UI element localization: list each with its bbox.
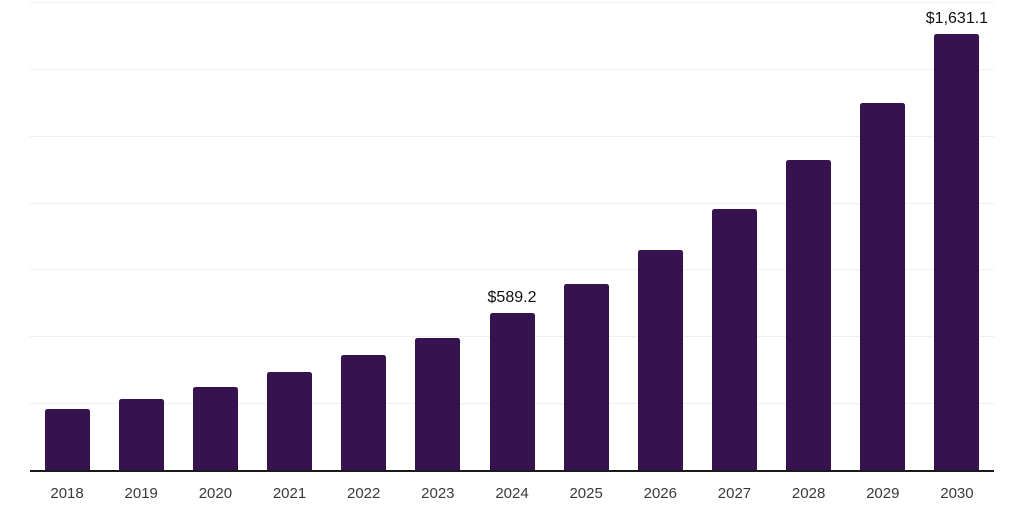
data-label-2030: $1,631.1	[925, 10, 989, 28]
tick-label-2019: 2019	[124, 485, 158, 502]
data-label-2024: $589.2	[487, 288, 537, 306]
bar-2028	[786, 160, 832, 471]
x-axis-line	[30, 469, 994, 472]
tick-label-2025: 2025	[569, 485, 603, 502]
bar-2019	[118, 398, 164, 471]
gridline-1500	[30, 68, 994, 70]
bar-2018	[44, 408, 90, 471]
tick-label-2018: 2018	[50, 485, 84, 502]
bar-2022	[341, 354, 387, 471]
bar-2023	[415, 337, 461, 471]
gridline-1750	[30, 2, 994, 3]
gridline-1000	[30, 202, 994, 204]
bar-2020	[192, 387, 238, 471]
tick-label-2024: 2024	[495, 485, 529, 502]
tick-label-2027: 2027	[717, 485, 752, 502]
tick-label-2028: 2028	[791, 485, 826, 502]
tick-label-2029: 2029	[866, 485, 900, 502]
bar-2021	[267, 372, 313, 471]
bar-2027	[711, 208, 757, 471]
gridline-750	[30, 269, 994, 271]
tick-label-2030: 2030	[940, 485, 974, 502]
tick-label-2021: 2021	[272, 485, 307, 502]
tick-label-2023: 2023	[421, 485, 455, 502]
bar-2029	[860, 102, 906, 471]
tick-label-2020: 2020	[198, 485, 233, 502]
tick-label-2022: 2022	[347, 485, 381, 502]
gridline-1250	[30, 135, 994, 137]
bar-2030	[934, 34, 980, 471]
bar-2026	[637, 249, 683, 471]
bar-2025	[563, 283, 609, 471]
tick-label-2026: 2026	[643, 485, 677, 502]
bar-2024	[489, 312, 535, 471]
